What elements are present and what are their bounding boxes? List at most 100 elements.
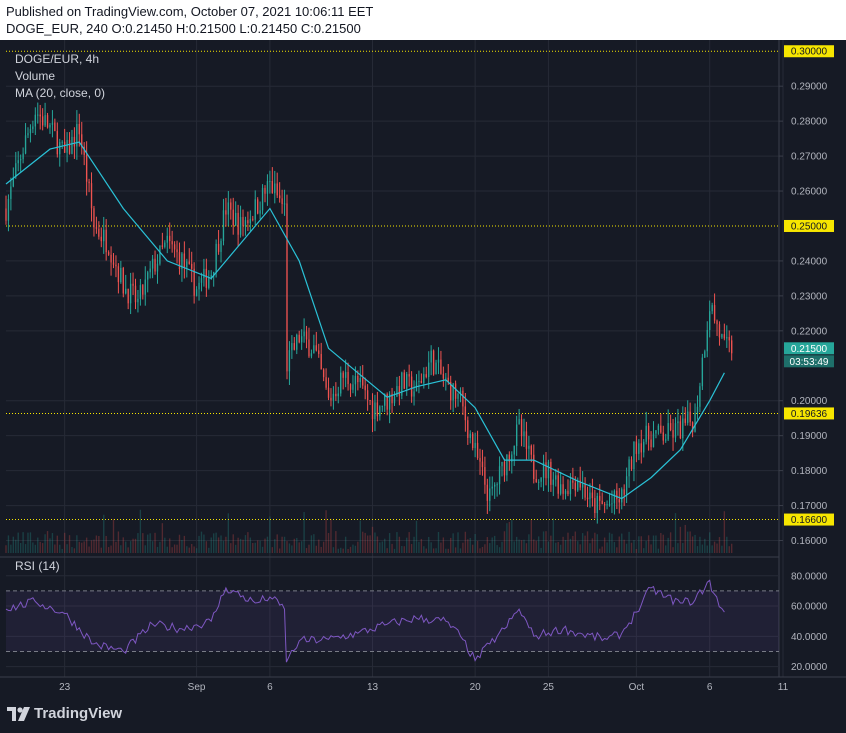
volume-bar	[34, 544, 36, 553]
volume-bar	[283, 536, 286, 553]
volume-bar	[239, 538, 242, 553]
candle-body	[44, 115, 46, 126]
volume-bar	[288, 543, 291, 553]
volume-bar	[230, 543, 232, 553]
volume-bar	[166, 546, 168, 553]
volume-bar	[76, 535, 78, 553]
candle-body	[643, 441, 645, 453]
candle-body	[640, 443, 642, 453]
volume-bar	[425, 548, 427, 553]
volume-bar	[618, 536, 620, 553]
volume-bar	[579, 544, 581, 553]
time-tick-label: 11	[778, 682, 789, 693]
volume-bar	[322, 541, 325, 553]
volume-bar	[154, 532, 156, 553]
price-tick-label: 0.22000	[791, 326, 828, 337]
candle-body	[476, 442, 479, 459]
volume-bar	[542, 531, 545, 553]
candle-body	[403, 372, 405, 389]
candle-body	[188, 261, 190, 264]
volume-bar	[489, 543, 491, 553]
volume-bar	[628, 531, 630, 553]
candle-body	[584, 484, 586, 498]
volume-bar	[85, 537, 88, 553]
ma-line	[5, 141, 725, 500]
volume-bar	[208, 547, 210, 553]
candle-body	[386, 394, 388, 410]
volume-bar	[261, 546, 264, 553]
candle-body	[327, 387, 330, 398]
volume-bar	[17, 532, 19, 553]
volume-bar	[178, 534, 181, 553]
candle-body	[98, 228, 100, 237]
volume-bar	[647, 535, 650, 553]
volume-bar	[132, 538, 134, 553]
countdown-tag	[784, 355, 834, 368]
volume-bar	[169, 538, 171, 553]
candle-body	[83, 146, 85, 155]
volume-bar	[266, 536, 269, 553]
volume-bar	[472, 544, 474, 553]
volume-bar	[643, 548, 645, 553]
candle-body	[586, 497, 589, 500]
volume-bar	[122, 537, 124, 553]
time-tick-label: 6	[267, 682, 273, 693]
candle-body	[699, 386, 701, 407]
ma-legend[interactable]: MA (20, close, 0)	[15, 86, 106, 100]
candle-body	[672, 430, 674, 438]
chart-canvas[interactable]: 0.30000 0.25000 0.19636 0.16600 0.29000 0.280…	[0, 40, 846, 696]
volume-legend[interactable]: Volume	[15, 69, 56, 83]
candle-body	[454, 383, 457, 399]
rsi-legend[interactable]: RSI (14)	[15, 559, 60, 573]
rsi-tick-label: 60.0000	[791, 602, 828, 613]
volume-bar	[704, 538, 706, 553]
volume-bar	[603, 537, 606, 553]
chart-area[interactable]: 0.30000 0.25000 0.19636 0.16600 0.29000 0.280…	[0, 40, 846, 696]
candle-body	[198, 282, 200, 290]
candle-body	[564, 490, 567, 494]
price-tick-label: 0.17000	[791, 501, 828, 512]
candle-body	[39, 114, 41, 117]
volume-bar	[711, 545, 713, 553]
candle-body	[371, 400, 374, 420]
rsi-line	[5, 579, 725, 663]
volume-bar	[623, 539, 625, 553]
candle-body	[191, 263, 193, 269]
volume-bar	[354, 545, 357, 553]
volume-bar	[528, 534, 530, 553]
candle-body	[344, 372, 347, 378]
candle-body	[369, 400, 371, 402]
candle-body	[22, 153, 24, 160]
volume-bar	[37, 537, 39, 553]
candle-body	[137, 298, 139, 303]
rsi-band	[6, 590, 779, 652]
volume-bar	[256, 540, 259, 553]
rsi-tick-label: 40.0000	[791, 632, 828, 643]
candle-body	[376, 402, 379, 417]
candle-body	[186, 261, 188, 268]
volume-bar	[674, 513, 677, 553]
candle-body	[655, 430, 657, 434]
candle-body	[638, 443, 640, 454]
volume-bar	[679, 526, 682, 553]
candle-body	[266, 181, 269, 194]
candle-body	[540, 477, 542, 482]
candle-body	[337, 393, 339, 397]
volume-bar	[291, 545, 293, 553]
volume-bar	[406, 537, 408, 553]
volume-bar	[706, 545, 708, 553]
candle-body	[669, 423, 672, 431]
volume-bar	[56, 535, 58, 553]
candle-body	[633, 441, 635, 470]
candle-body	[254, 199, 256, 220]
candle-body	[694, 413, 696, 432]
time-tick-label: 25	[543, 682, 555, 693]
volume-bar	[506, 523, 508, 553]
symbol-legend[interactable]: DOGE/EUR, 4h	[15, 52, 100, 66]
volume-bar	[467, 539, 469, 553]
volume-bar	[49, 538, 51, 553]
time-tick-label: 20	[470, 682, 482, 693]
candle-body	[711, 305, 713, 312]
volume-bar	[498, 547, 501, 553]
volume-bar	[237, 537, 239, 553]
